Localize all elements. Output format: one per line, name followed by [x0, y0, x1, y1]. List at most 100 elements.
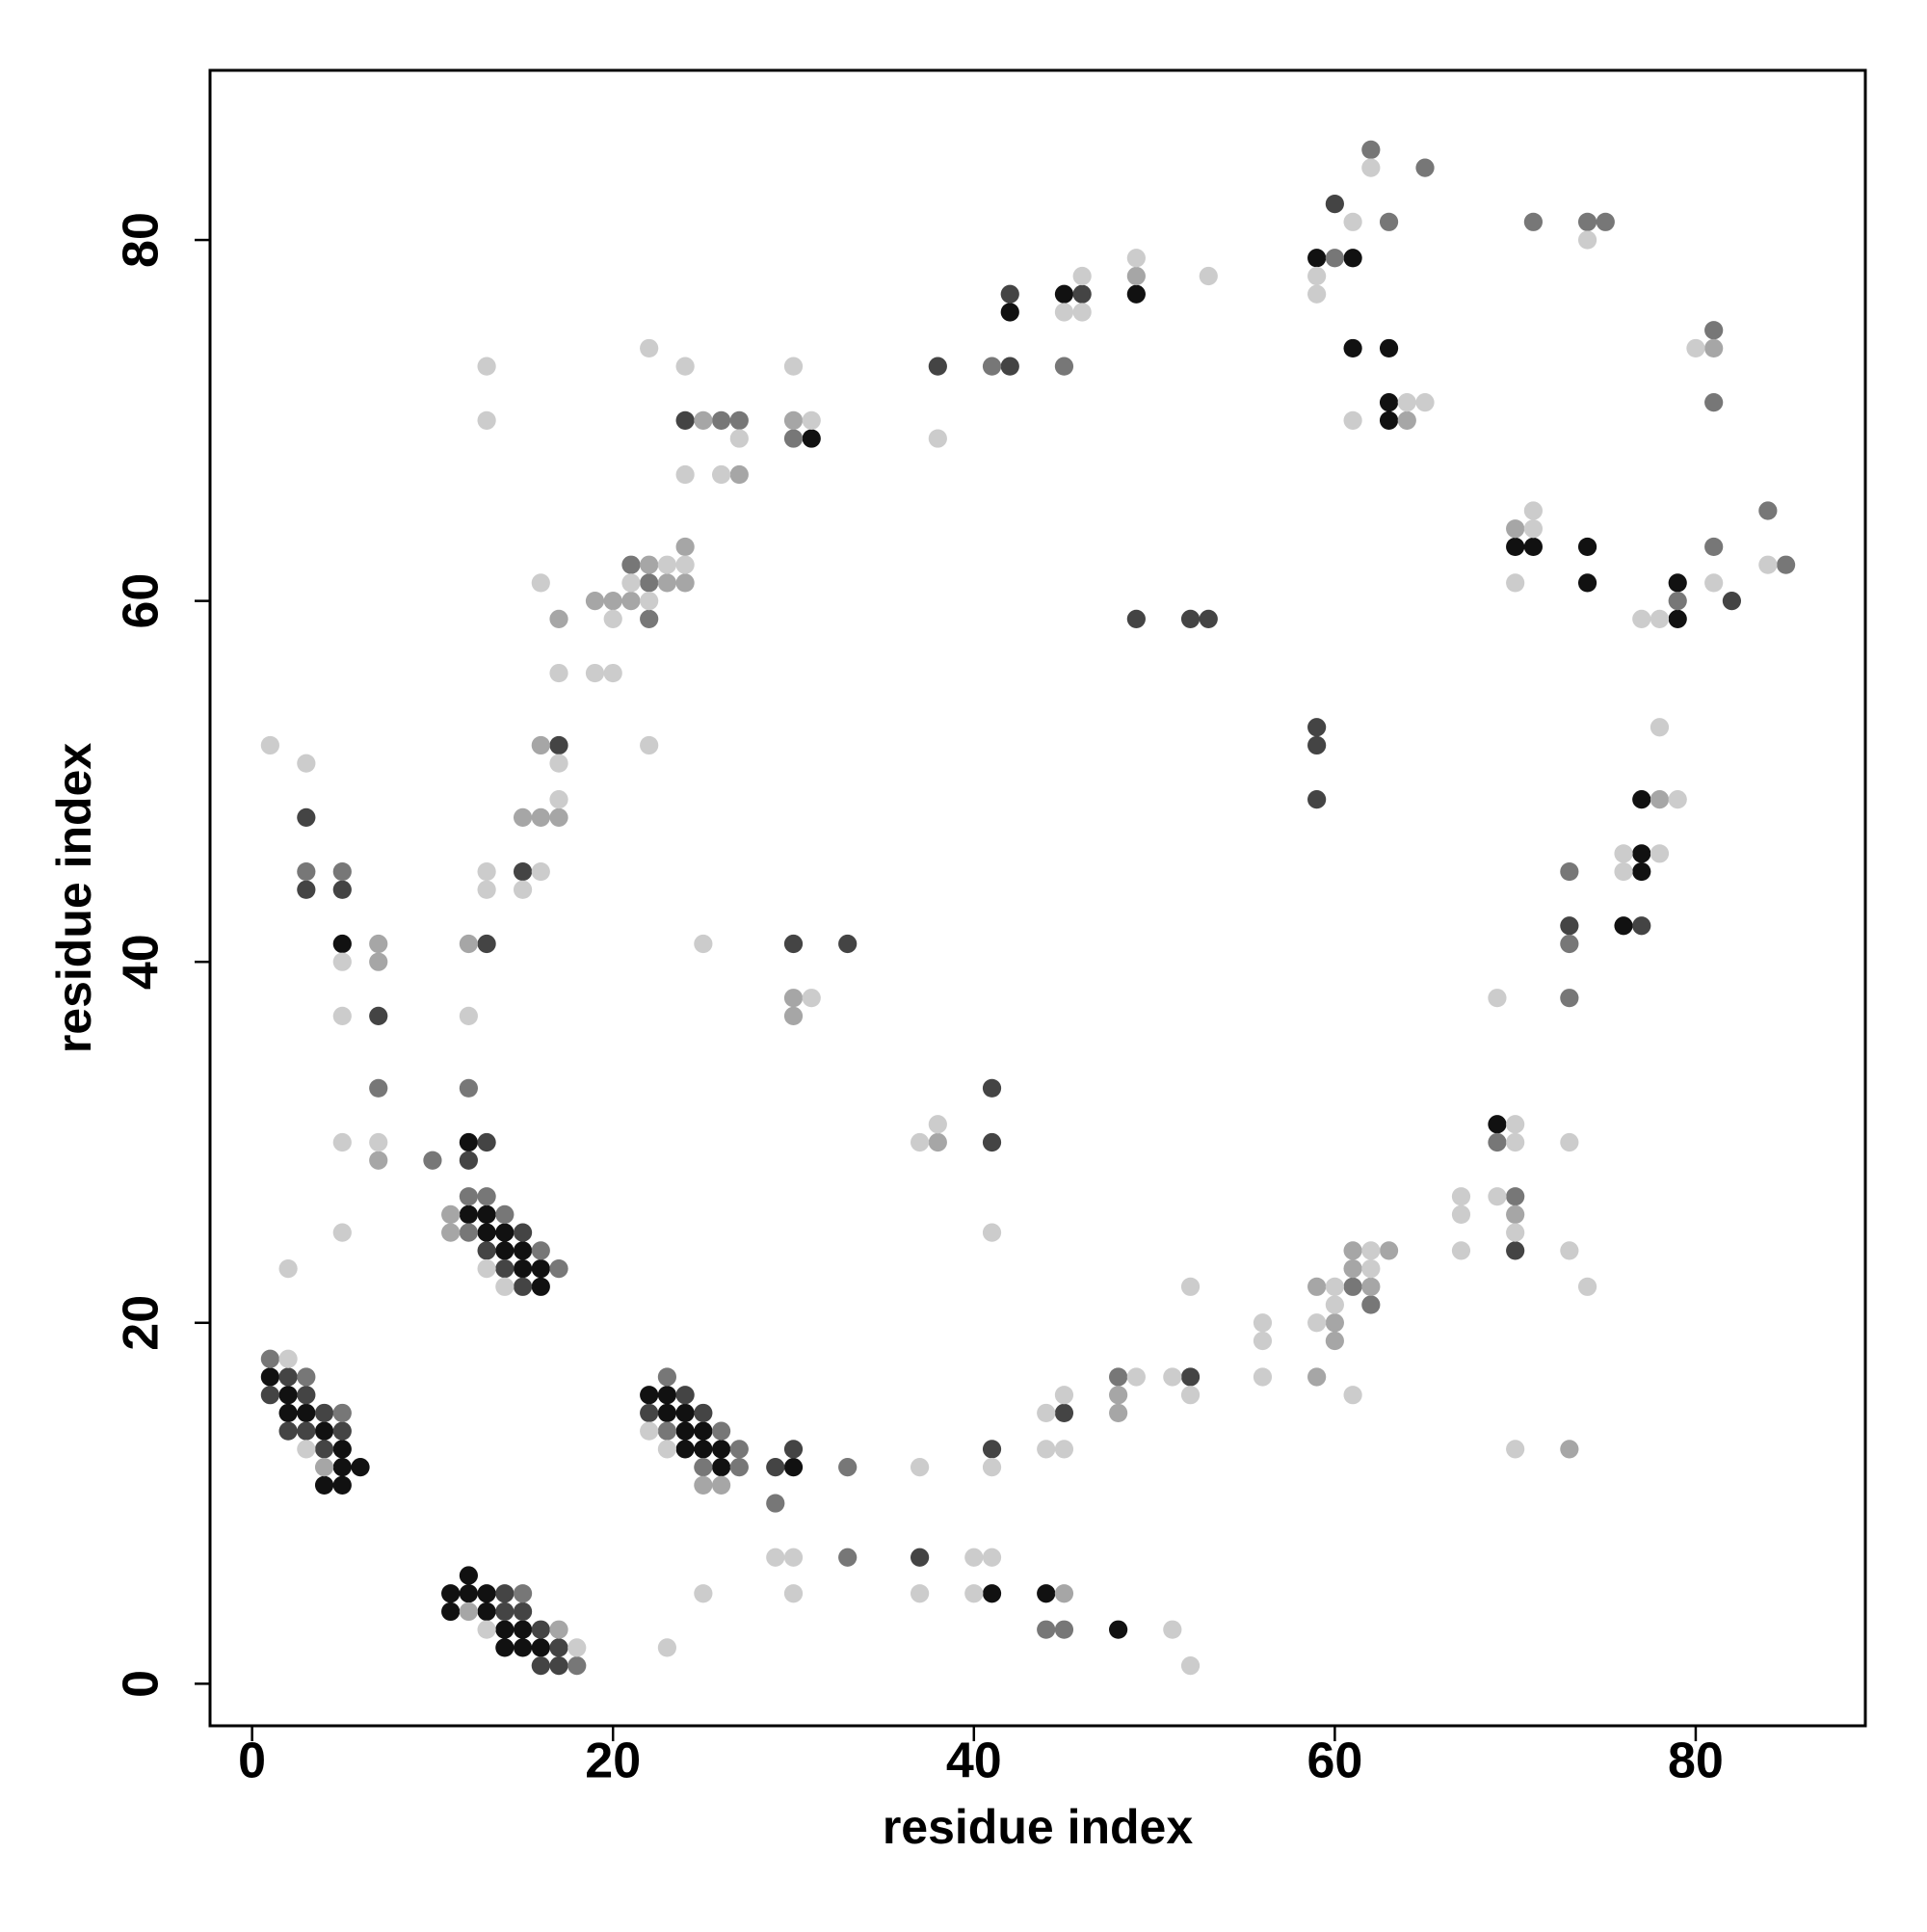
point [1037, 1440, 1056, 1459]
point [1180, 609, 1201, 628]
point [369, 1078, 388, 1098]
point [694, 1584, 713, 1603]
point [1072, 266, 1092, 286]
point [911, 1548, 930, 1567]
point [1180, 1656, 1201, 1676]
point [297, 1386, 316, 1405]
point [332, 952, 352, 971]
point [1415, 158, 1435, 177]
point [495, 1277, 515, 1296]
point [513, 1258, 533, 1279]
point [260, 1367, 279, 1387]
point [513, 1277, 533, 1296]
point [1650, 609, 1670, 628]
point [495, 1223, 515, 1242]
point [802, 410, 821, 430]
point [1758, 555, 1778, 574]
point [297, 880, 316, 899]
point [729, 1458, 749, 1477]
point [982, 357, 1002, 376]
point [694, 410, 713, 430]
point [1560, 1440, 1579, 1459]
point [297, 1421, 316, 1441]
point [260, 735, 279, 755]
point [314, 1421, 334, 1441]
point [802, 989, 821, 1008]
point [640, 1386, 659, 1405]
point [459, 1006, 478, 1025]
point [297, 754, 316, 773]
point [531, 861, 550, 882]
point [332, 861, 352, 882]
point [1343, 1277, 1362, 1296]
point [477, 1223, 496, 1242]
point [495, 1204, 515, 1225]
point [711, 410, 731, 430]
point [1523, 537, 1543, 557]
point [1577, 573, 1597, 593]
point [766, 1548, 785, 1567]
point [783, 429, 804, 448]
point [675, 357, 695, 376]
point [1343, 212, 1362, 231]
point [1361, 158, 1381, 177]
y-tick-label: 80 [114, 212, 170, 268]
point [314, 1475, 334, 1495]
point [1163, 1620, 1182, 1639]
point [314, 1403, 334, 1423]
point [783, 934, 804, 954]
point [603, 592, 622, 611]
point [1325, 1313, 1344, 1333]
point [1126, 1367, 1146, 1387]
point [1343, 1386, 1362, 1405]
point [1343, 1241, 1362, 1260]
point [1126, 266, 1146, 286]
point [603, 609, 622, 628]
point [332, 1421, 352, 1441]
point [1054, 1403, 1074, 1423]
point [332, 1132, 352, 1152]
point [1054, 284, 1074, 304]
point [549, 1620, 568, 1639]
point [1776, 555, 1796, 574]
point [729, 429, 749, 448]
point [1668, 790, 1687, 809]
point [928, 429, 947, 448]
point [513, 1223, 533, 1242]
point [1253, 1331, 1273, 1351]
point [1560, 989, 1579, 1008]
point [1307, 718, 1327, 737]
point [1560, 1132, 1579, 1152]
point [1577, 230, 1597, 250]
point [1361, 1277, 1381, 1296]
point [332, 934, 352, 954]
point [657, 1367, 677, 1387]
point [297, 861, 316, 882]
point [657, 1421, 677, 1441]
point [1054, 303, 1074, 322]
point [928, 357, 947, 376]
point [260, 1386, 279, 1405]
point [531, 1241, 550, 1260]
point [531, 1620, 550, 1639]
point [675, 1421, 695, 1441]
point [1560, 916, 1579, 936]
point [675, 537, 695, 557]
point [459, 1187, 478, 1206]
point [621, 555, 641, 574]
point [1488, 1115, 1507, 1134]
point [675, 573, 695, 593]
point [332, 1006, 352, 1025]
point [513, 1638, 533, 1657]
point [1072, 303, 1092, 322]
point [783, 1584, 804, 1603]
point [314, 1458, 334, 1477]
point [1560, 861, 1579, 882]
point [1253, 1367, 1273, 1387]
point [549, 735, 568, 755]
point [549, 807, 568, 827]
point [477, 1187, 496, 1206]
point [1668, 609, 1687, 628]
